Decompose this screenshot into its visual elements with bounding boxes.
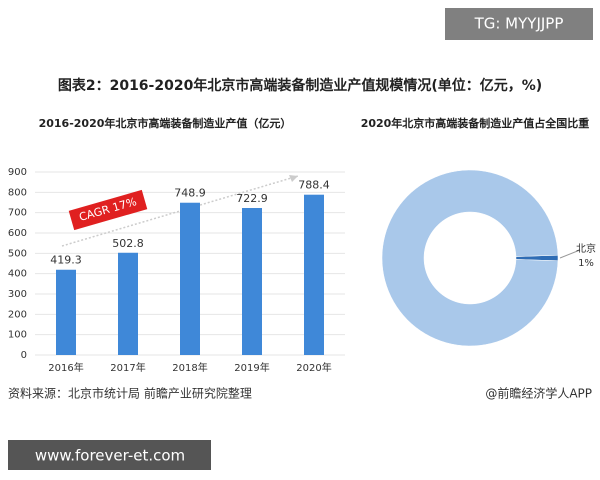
y-tick-label: 400: [8, 269, 27, 280]
chart-title: 2020年北京市高端装备制造业产值占全国比重: [361, 116, 590, 130]
annotation-box: [68, 189, 148, 231]
source: 资料来源：北京市统计局 前瞻产业研究院整理: [8, 386, 252, 401]
x-tick-label: 2017年: [110, 361, 145, 374]
y-tick-label: 100: [8, 330, 27, 341]
y-tick-label: 200: [8, 309, 27, 320]
value-label: 502.8: [112, 237, 144, 250]
x-tick-label: 2016年: [48, 361, 83, 374]
watermark: www.forever-et.com: [35, 447, 185, 465]
y-tick-label: 800: [8, 187, 27, 198]
value-label: 788.4: [298, 179, 330, 192]
watermark-box: [445, 8, 593, 40]
page-title: 图表2：2016-2020年北京市高端装备制造业产值规模情况(单位：亿元，%): [58, 77, 542, 94]
y-tick-label: 900: [8, 167, 27, 178]
x-tick-label: 2020年: [296, 361, 331, 374]
value-label: 722.9: [236, 192, 268, 205]
credit: @前瞻经济学人APP: [485, 386, 592, 401]
arrow-head: [289, 175, 298, 182]
slice-value: 1%: [578, 258, 594, 269]
x-tick-label: 2019年: [234, 361, 269, 374]
y-tick-label: 300: [8, 289, 27, 300]
y-tick-label: 500: [8, 248, 27, 259]
y-tick-label: 700: [8, 208, 27, 219]
bar: [242, 208, 262, 355]
leader-line: [559, 249, 581, 259]
bar: [180, 202, 200, 355]
y-tick-label: 0: [21, 350, 27, 361]
slice-label: 北京: [576, 242, 596, 255]
bar: [118, 252, 138, 355]
y-tick-label: 600: [8, 228, 27, 239]
x-tick-label: 2018年: [172, 361, 207, 374]
bar: [304, 194, 324, 355]
value-label: 419.3: [50, 254, 82, 267]
trend-arrow: [61, 175, 299, 247]
chart-title: 2016-2020年北京市高端装备制造业产值（亿元）: [39, 116, 292, 130]
value-label: 748.9: [174, 187, 206, 200]
bar: [56, 269, 76, 355]
watermark: TG: MYYJJPP: [474, 15, 564, 33]
watermark-box: [8, 440, 211, 470]
donut-slice: [381, 169, 559, 347]
